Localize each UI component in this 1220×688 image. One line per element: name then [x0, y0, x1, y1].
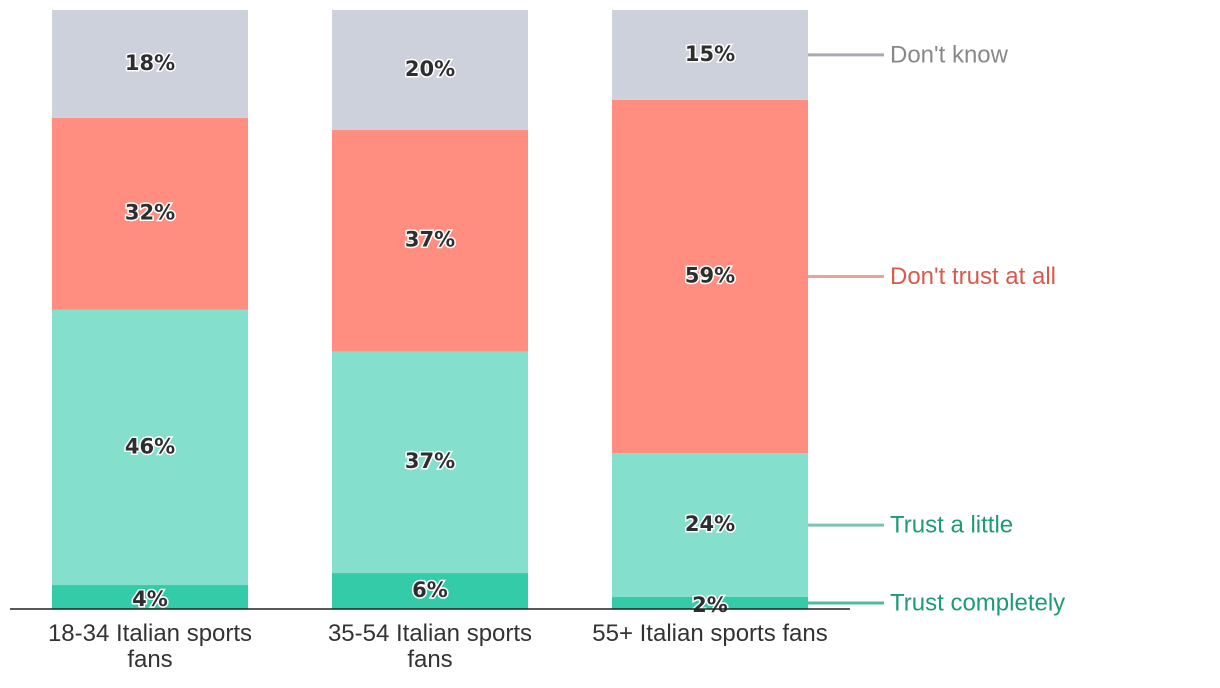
data-label-don-t-trust-at-all-3: 59%: [685, 264, 735, 288]
data-label-trust-completely-2: 6%: [412, 578, 448, 602]
category-label-2-line-2: fans: [407, 646, 452, 673]
bar-segment-trust-completely-1: [52, 585, 248, 609]
bar-segment-don-t-know-2: [332, 10, 528, 130]
legend-label-trust-a-little: Trust a little: [890, 511, 1013, 538]
legend-label-don-t-trust-at-all: Don't trust at all: [890, 263, 1056, 290]
bars-group: [52, 10, 808, 609]
bar-segment-don-t-trust-at-all-3: [612, 99, 808, 454]
category-label-1-line-2: fans: [127, 646, 172, 673]
data-label-trust-a-little-2: 37%: [405, 449, 455, 473]
data-label-don-t-trust-at-all-1: 32%: [125, 201, 175, 225]
data-label-trust-completely-3: 2%: [692, 593, 728, 617]
legend-label-don-t-know: Don't know: [890, 41, 1009, 68]
bar-segment-trust-a-little-1: [52, 309, 248, 586]
data-label-trust-a-little-1: 46%: [125, 434, 175, 458]
bar-segment-trust-completely-3: [612, 597, 808, 609]
data-label-don-t-trust-at-all-2: 37%: [405, 228, 455, 252]
segment-labels-group: 4% 46% 32% 18% 6% 37% 37% 20% 2% 24% 59% 15%: [123, 40, 736, 618]
bar-segment-don-t-know-3: [612, 10, 808, 100]
legend-label-trust-completely: Trust completely: [890, 589, 1065, 616]
data-label-don-t-know-3: 15%: [685, 42, 735, 66]
bar-segment-trust-completely-2: [332, 573, 528, 609]
bar-segment-don-t-know-1: [52, 10, 248, 118]
category-label-2-line-1: 35-54 Italian sports: [328, 620, 532, 647]
bar-segment-trust-a-little-3: [612, 453, 808, 598]
category-label-1-line-1: 18-34 Italian sports: [48, 620, 252, 647]
category-label-3: 55+ Italian sports fans: [592, 620, 827, 647]
data-label-don-t-know-1: 18%: [125, 51, 175, 75]
legend: Trust completely Trust a little Don't trus…: [808, 41, 1065, 616]
bar-segment-don-t-trust-at-all-1: [52, 117, 248, 310]
bar-segment-trust-a-little-2: [332, 351, 528, 574]
data-label-trust-completely-1: 4%: [132, 587, 168, 611]
bar-segment-don-t-trust-at-all-2: [332, 129, 528, 352]
data-label-don-t-know-2: 20%: [405, 57, 455, 81]
data-label-trust-a-little-3: 24%: [685, 512, 735, 536]
